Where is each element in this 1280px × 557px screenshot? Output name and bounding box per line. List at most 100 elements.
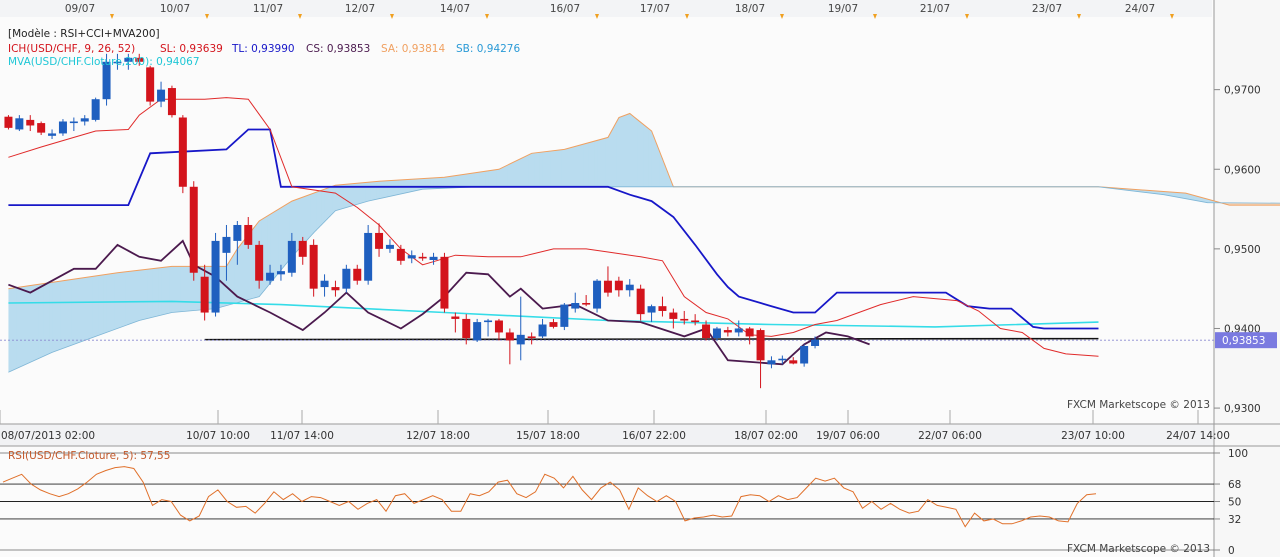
cloud-segment — [646, 126, 650, 187]
cloud-segment — [1229, 202, 1233, 206]
candle — [723, 326, 732, 337]
candle-body — [614, 280, 623, 291]
candle — [26, 115, 35, 132]
cloud-segment — [182, 266, 187, 312]
cloud-segment — [144, 269, 149, 320]
y-tick-label: 0,9300 — [1224, 403, 1261, 415]
candle — [451, 312, 460, 333]
cloud-segment — [1166, 191, 1170, 196]
candle — [440, 252, 449, 313]
cloud-segment — [84, 277, 89, 341]
cloud-segment — [1152, 190, 1157, 194]
candle-body — [37, 123, 46, 133]
cloud-segment — [103, 274, 108, 334]
cloud-segment — [1177, 192, 1181, 198]
cloud-segment — [294, 199, 298, 254]
cloud-segment — [150, 268, 154, 318]
x-axis-label: 08/07/2013 02:00 — [1, 430, 95, 442]
cloud-segment — [57, 281, 61, 351]
candle — [778, 355, 787, 365]
candle-body — [342, 268, 351, 289]
cloud-segment — [1261, 203, 1266, 206]
x-axis-label: 11/07 14:00 — [270, 430, 334, 442]
cloud-segment — [572, 146, 576, 187]
cloud-segment — [569, 147, 574, 187]
cloud-segment — [1237, 202, 1241, 206]
cloud-segment — [1275, 203, 1279, 206]
candle-body — [691, 320, 700, 323]
cloud-segment — [155, 267, 159, 317]
candle — [211, 232, 220, 317]
candle-body — [69, 121, 78, 124]
candle — [494, 318, 503, 341]
candle — [364, 224, 373, 285]
candle — [167, 85, 176, 118]
candle — [734, 320, 743, 337]
candle — [385, 239, 394, 253]
candle — [4, 115, 13, 130]
top-date-marker — [1170, 14, 1174, 19]
top-date-marker — [110, 14, 114, 19]
cloud-segment — [1191, 194, 1195, 201]
cloud-segment — [62, 280, 67, 349]
cloud-segment — [667, 172, 672, 187]
candle-body — [266, 272, 275, 281]
cloud-segment — [229, 257, 233, 305]
candle — [429, 252, 438, 265]
cloud-segment — [196, 266, 200, 311]
cloud-segment — [297, 198, 301, 251]
candle — [309, 239, 318, 297]
cloud-segment — [452, 175, 456, 188]
cloud-segment — [548, 151, 552, 187]
candle-body — [811, 339, 820, 346]
candle — [582, 295, 591, 307]
cloud-segment — [1259, 203, 1263, 206]
top-date-label: 17/07 — [640, 3, 670, 15]
rsi-title: RSI(USD/CHF.Cloture, 5): 57,55 — [8, 450, 170, 462]
rsi-tick-label: 50 — [1228, 497, 1241, 509]
cloud-segment — [605, 137, 609, 187]
candle-body — [276, 271, 285, 275]
rsi-tick-label: 68 — [1228, 479, 1241, 491]
cloud-segment — [13, 287, 18, 370]
candle — [102, 53, 111, 106]
candle-body — [538, 324, 547, 337]
cloud-segment — [1188, 193, 1192, 200]
cloud-segment — [564, 148, 568, 187]
cloud-segment — [237, 245, 241, 303]
cloud-segment — [542, 151, 546, 187]
senkou-span-a-line — [8, 112, 1280, 290]
cloud-segment — [357, 182, 361, 205]
cloud-segment — [537, 152, 541, 187]
cloud-segment — [485, 170, 489, 187]
candle-body — [15, 118, 24, 130]
cloud-segment — [8, 288, 12, 373]
cloud-segment — [632, 115, 636, 187]
cloud-segment — [616, 117, 620, 187]
cloud-segment — [384, 180, 388, 198]
candle — [625, 279, 634, 297]
cloud-segment — [509, 162, 514, 187]
cloud-segment — [1251, 202, 1255, 206]
candle — [691, 314, 700, 326]
cloud-segment — [136, 270, 140, 322]
cloud-segment — [637, 120, 642, 187]
candle-body — [102, 61, 111, 100]
cloud-segment — [610, 127, 614, 187]
cloud-segment — [131, 270, 135, 324]
cloud-segment — [1196, 196, 1200, 202]
cloud-segment — [531, 153, 535, 187]
candle — [91, 97, 100, 122]
cloud-segment — [1172, 192, 1176, 197]
cloud-segment — [558, 149, 563, 187]
cloud-segment — [635, 117, 639, 187]
cloud-segment — [526, 154, 530, 187]
candle — [266, 264, 275, 285]
cloud-segment — [330, 186, 334, 217]
cloud-segment — [1161, 191, 1165, 195]
cloud-segment — [411, 179, 416, 192]
top-date-label: 10/07 — [160, 3, 190, 15]
cloud-segment — [158, 267, 162, 316]
cloud-segment — [376, 181, 380, 200]
